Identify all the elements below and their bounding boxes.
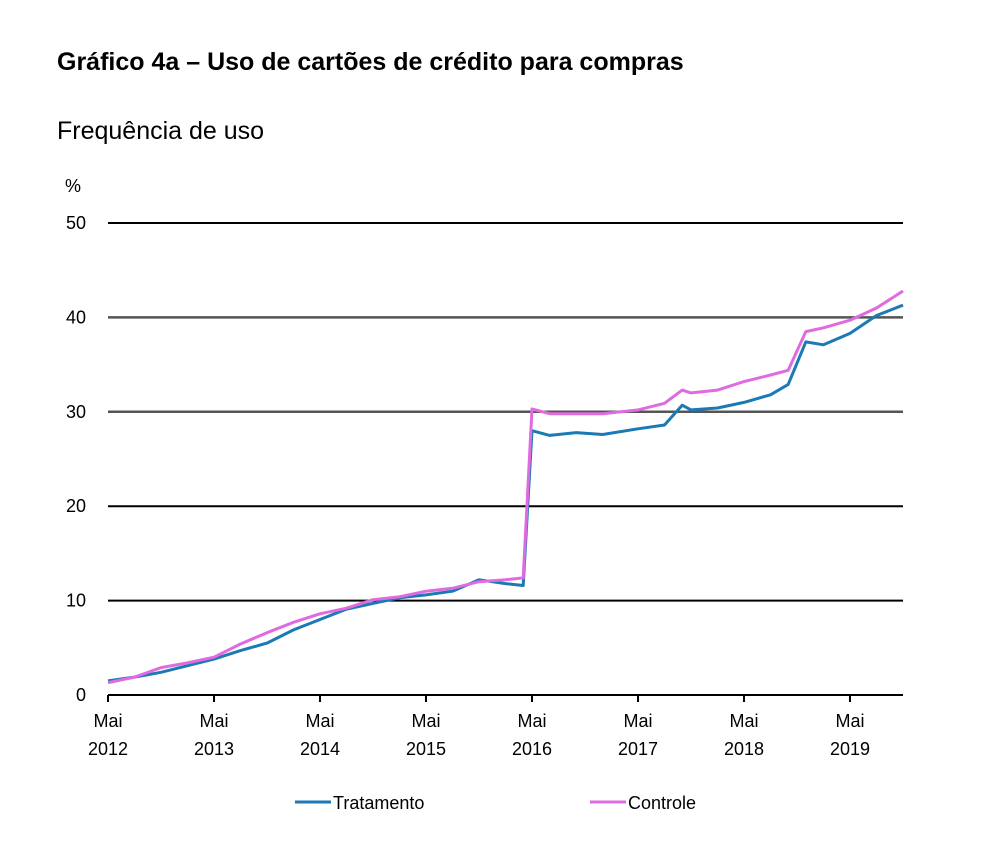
x-tick-label-year: 2017: [618, 739, 658, 759]
x-tick-label-month: Mai: [729, 711, 758, 731]
x-tick-label-year: 2014: [300, 739, 340, 759]
y-tick-label: 20: [66, 496, 86, 516]
series-line-controle: [107, 289, 904, 685]
y-tick-label: 0: [76, 685, 86, 705]
x-tick-label-year: 2018: [724, 739, 764, 759]
legend-label-controle: Controle: [628, 793, 696, 813]
x-tick-label-month: Mai: [411, 711, 440, 731]
x-tick-label-month: Mai: [623, 711, 652, 731]
y-tick-label: 40: [66, 307, 86, 327]
y-tick-label: 50: [66, 213, 86, 233]
x-tick-label-month: Mai: [93, 711, 122, 731]
chart-title: Gráfico 4a – Uso de cartões de crédito p…: [57, 48, 684, 76]
x-tick-label-month: Mai: [517, 711, 546, 731]
chart-subtitle: Frequência de uso: [57, 117, 265, 145]
x-tick-label-year: 2016: [512, 739, 552, 759]
y-tick-label: 10: [66, 591, 86, 611]
legend-label-tratamento: Tratamento: [333, 793, 424, 813]
y-tick-label: 30: [66, 402, 86, 422]
y-axis-label: %: [65, 176, 81, 196]
x-tick-label-year: 2019: [830, 739, 870, 759]
x-tick-label-month: Mai: [305, 711, 334, 731]
x-tick-label-year: 2013: [194, 739, 234, 759]
x-tick-label-year: 2012: [88, 739, 128, 759]
x-tick-label-month: Mai: [835, 711, 864, 731]
x-tick-label-year: 2015: [406, 739, 446, 759]
x-tick-label-month: Mai: [199, 711, 228, 731]
series-line-tratamento: [107, 303, 904, 683]
